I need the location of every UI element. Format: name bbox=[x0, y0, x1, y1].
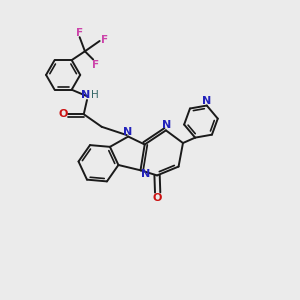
Text: N: N bbox=[202, 96, 211, 106]
Text: F: F bbox=[92, 60, 99, 70]
Text: O: O bbox=[58, 109, 68, 118]
Text: N: N bbox=[162, 120, 171, 130]
Text: N: N bbox=[82, 90, 91, 100]
Text: O: O bbox=[153, 193, 162, 203]
Text: N: N bbox=[123, 127, 132, 136]
Text: N: N bbox=[141, 169, 150, 179]
Text: F: F bbox=[101, 34, 109, 44]
Text: H: H bbox=[92, 90, 99, 100]
Text: F: F bbox=[76, 28, 83, 38]
